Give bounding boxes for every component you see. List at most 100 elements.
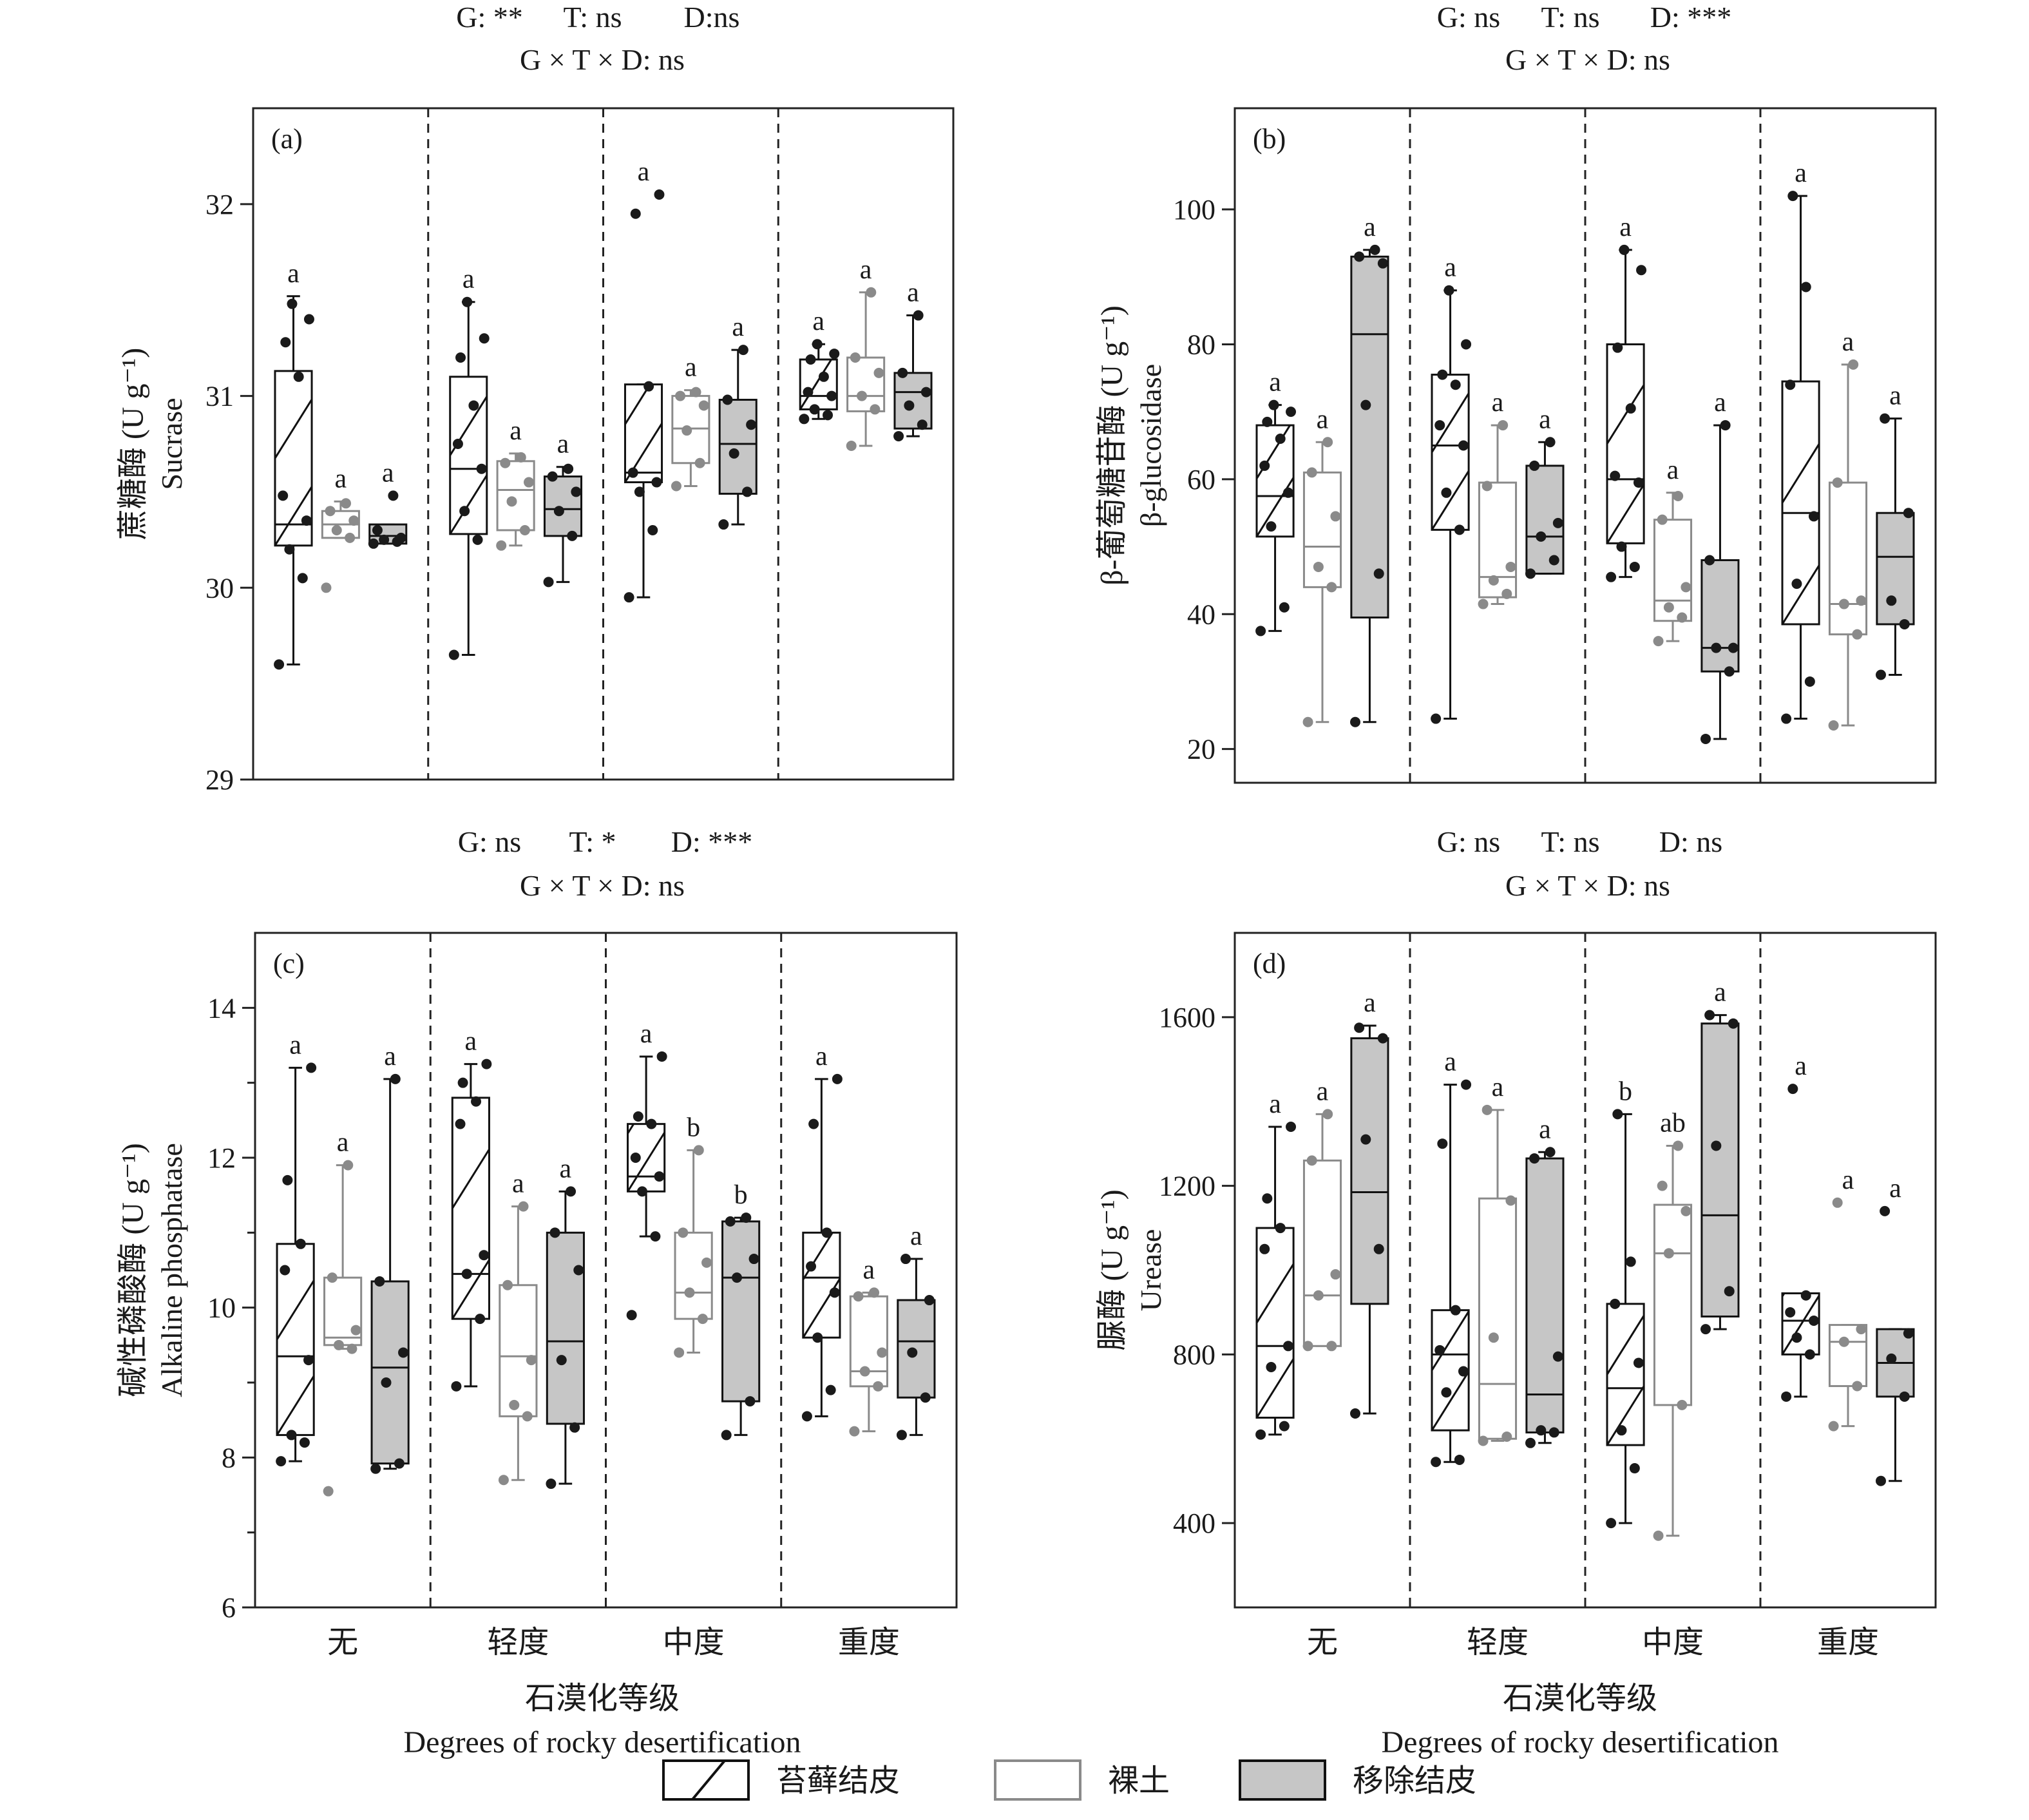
data-point <box>1360 1134 1371 1145</box>
data-point <box>479 1250 490 1261</box>
data-point <box>1612 1109 1623 1120</box>
data-point <box>1657 1180 1668 1191</box>
data-point <box>1728 642 1738 653</box>
data-point <box>1633 1357 1644 1368</box>
data-point <box>920 1392 931 1403</box>
box-plot: a <box>1876 1174 1915 1486</box>
data-point <box>745 1396 756 1407</box>
data-point <box>1262 1193 1273 1204</box>
data-point <box>1255 626 1266 637</box>
data-point <box>647 524 658 535</box>
data-point <box>721 1430 732 1441</box>
data-point <box>1434 1345 1445 1355</box>
data-point <box>849 1426 860 1437</box>
data-point <box>1629 561 1640 572</box>
data-point <box>1653 636 1664 647</box>
significance-letter: a <box>815 1042 828 1071</box>
y-tick-label: 10 <box>207 1292 236 1324</box>
significance-letter: a <box>287 259 300 289</box>
data-point <box>873 367 884 378</box>
data-point <box>725 1216 736 1227</box>
x-category-label: 轻度 <box>487 1625 549 1660</box>
box-plot: a <box>1255 368 1297 637</box>
data-point <box>571 486 582 497</box>
y-axis-label-en: β-glucosidase <box>1134 364 1167 527</box>
data-point <box>1501 588 1512 599</box>
data-point <box>1461 1079 1472 1090</box>
data-point <box>1677 1399 1688 1410</box>
data-point <box>869 1287 880 1298</box>
data-point <box>650 1231 661 1242</box>
box-iqr <box>370 1280 410 1465</box>
data-point <box>496 540 507 551</box>
box-plot: a <box>1525 1115 1565 1448</box>
box-plot: a <box>671 353 710 492</box>
box-plot: b <box>1606 1077 1645 1529</box>
data-point <box>543 577 554 588</box>
data-point <box>1704 555 1715 566</box>
data-point <box>502 1279 513 1290</box>
data-point <box>1441 1387 1452 1398</box>
significance-letter: a <box>1619 213 1632 242</box>
data-point <box>1606 571 1617 582</box>
data-point <box>321 582 332 593</box>
data-point <box>1880 1205 1891 1216</box>
data-point <box>1488 575 1499 586</box>
data-point <box>812 339 823 350</box>
data-point <box>1832 477 1843 488</box>
data-point <box>801 1411 812 1422</box>
data-point <box>633 1111 643 1122</box>
significance-letter: a <box>1539 1115 1551 1144</box>
significance-letter: a <box>1269 1089 1281 1119</box>
data-point <box>301 515 312 526</box>
data-point <box>1501 1431 1512 1442</box>
data-point <box>455 1118 466 1129</box>
y-tick-label: 29 <box>205 764 234 796</box>
box-iqr <box>1653 519 1693 622</box>
data-point <box>1255 1429 1266 1440</box>
significance-letter: a <box>863 1255 875 1285</box>
significance-letter: a <box>1842 327 1854 357</box>
x-axis-label-en: Degrees of rocky desertification <box>1381 1725 1778 1759</box>
data-point <box>1431 713 1442 724</box>
box-plot: a <box>1828 327 1868 731</box>
box-iqr <box>897 1299 936 1399</box>
data-point <box>630 1153 641 1163</box>
data-point <box>1268 399 1279 410</box>
data-point <box>293 371 304 382</box>
data-point <box>549 1227 560 1238</box>
box-plot: a <box>1431 1048 1472 1468</box>
data-point <box>821 1227 832 1238</box>
data-point <box>472 534 483 545</box>
stat-label: T: ns <box>1541 1 1600 34</box>
data-point <box>280 1265 291 1276</box>
box-iqr <box>1350 255 1389 618</box>
data-point <box>1262 416 1273 427</box>
data-point <box>1673 491 1684 502</box>
box-iqr <box>1525 1157 1565 1433</box>
data-point <box>1681 1205 1691 1216</box>
data-point <box>850 352 861 363</box>
data-point <box>1481 1104 1492 1115</box>
data-point <box>1259 1243 1270 1254</box>
significance-letter: a <box>1714 388 1726 417</box>
data-point <box>457 1077 468 1088</box>
box-plot: a <box>546 1154 585 1490</box>
x-axis-label-zh: 石漠化等级 <box>1503 1681 1657 1716</box>
data-point <box>701 1257 712 1268</box>
hatch-line <box>1432 470 1469 530</box>
data-point <box>331 524 342 535</box>
data-point <box>452 439 463 449</box>
data-point <box>468 400 479 411</box>
data-point <box>1677 612 1688 623</box>
data-point <box>1437 1138 1448 1149</box>
box-iqr <box>499 1284 538 1417</box>
stat-label: T: ns <box>1541 825 1600 858</box>
data-point <box>893 431 904 442</box>
data-point <box>325 506 336 517</box>
data-point <box>479 333 490 344</box>
panel-b-beta-glucosidase: G: ns T: ns D: *** G × T × D: ns (b) 20 40 60 80… <box>1095 1 1937 784</box>
y-tick-label: 40 <box>1187 599 1215 630</box>
data-point <box>846 440 857 451</box>
box-iqr <box>546 1231 585 1425</box>
